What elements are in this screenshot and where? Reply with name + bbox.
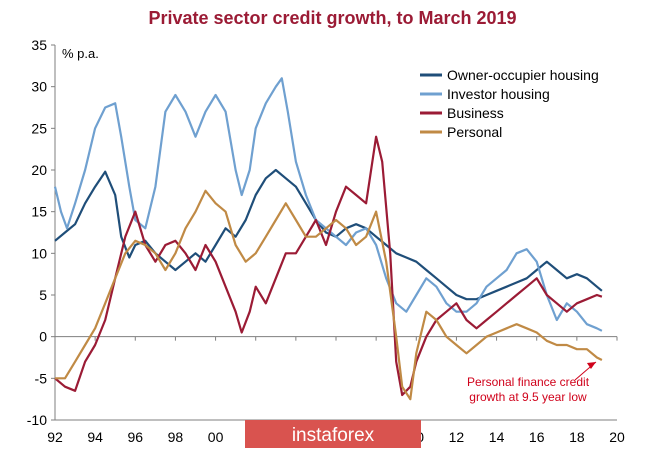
chart-series	[53, 77, 603, 401]
y-tick-label: 20	[31, 162, 47, 178]
y-tick-label: -5	[35, 370, 48, 386]
watermark-banner	[245, 420, 421, 448]
series-line-business	[54, 135, 603, 397]
legend-label: Investor housing	[447, 86, 550, 102]
x-tick-label: 94	[87, 429, 103, 445]
x-tick-label: 92	[47, 429, 63, 445]
y-tick-label: 30	[31, 79, 47, 95]
y-tick-label: 5	[39, 287, 47, 303]
y-tick-label: 25	[31, 120, 47, 136]
annotation-text: Personal finance credit	[467, 375, 590, 389]
y-tick-label: 10	[31, 245, 47, 261]
series-line-owner-occupier-housing	[54, 168, 603, 301]
y-tick-label: -10	[27, 412, 47, 428]
series-line-personal	[55, 189, 603, 401]
x-tick-label: 98	[168, 429, 184, 445]
chart-title: Private sector credit growth, to March 2…	[148, 8, 517, 28]
legend-label: Owner-occupier housing	[447, 67, 599, 83]
x-tick-label: 16	[529, 429, 545, 445]
x-tick-label: 20	[609, 429, 625, 445]
chart-legend: Owner-occupier housing Investor housing Bu…	[420, 67, 599, 140]
x-tick-label: 14	[489, 429, 505, 445]
watermark-text: instaforex	[292, 425, 375, 446]
x-tick-label: 12	[449, 429, 465, 445]
legend-label: Personal	[447, 124, 502, 140]
y-tick-label: 0	[39, 329, 47, 345]
y-tick-label: 35	[31, 37, 47, 53]
annotation-text: growth at 9.5 year low	[469, 390, 587, 404]
x-tick-label: 00	[208, 429, 224, 445]
annotation-arrowhead	[586, 362, 596, 369]
y-tick-label: 15	[31, 204, 47, 220]
x-tick-label: 18	[569, 429, 585, 445]
x-tick-label: 96	[127, 429, 143, 445]
y-axis-unit-label: % p.a.	[62, 46, 99, 61]
legend-label: Business	[447, 105, 504, 121]
watermark: instaforex	[245, 420, 421, 448]
